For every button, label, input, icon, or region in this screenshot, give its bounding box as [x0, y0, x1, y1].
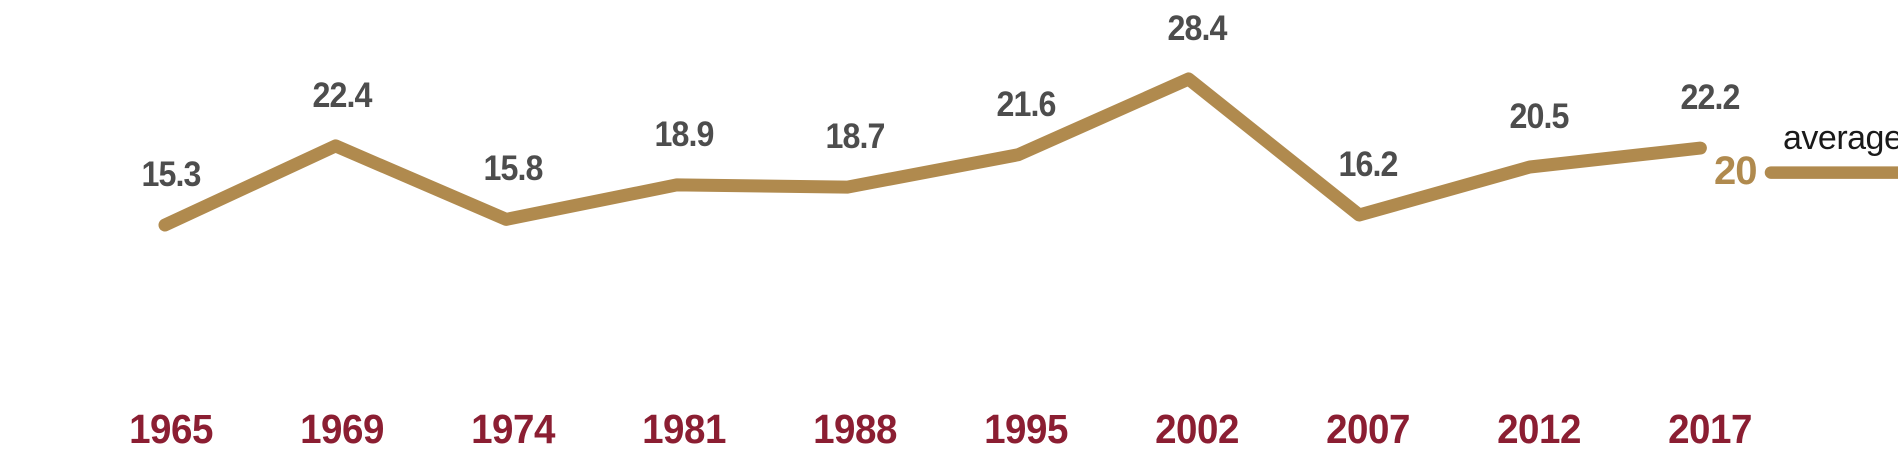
average-value-label: 20 — [1714, 149, 1757, 193]
year-label: 1988 — [813, 406, 897, 452]
average-legend-label: average — [1783, 119, 1898, 157]
year-label: 1974 — [471, 406, 555, 452]
year-label: 1965 — [129, 406, 213, 452]
year-label: 1995 — [984, 406, 1068, 452]
year-label: 2007 — [1326, 406, 1410, 452]
value-label: 18.7 — [825, 117, 886, 156]
series-line — [158, 72, 1707, 232]
value-label: 20.5 — [1509, 97, 1570, 136]
value-label: 22.4 — [312, 76, 373, 115]
value-label: 16.2 — [1338, 145, 1399, 184]
year-label: 2002 — [1155, 406, 1239, 452]
year-label: 2012 — [1497, 406, 1581, 452]
value-label: 15.8 — [483, 149, 544, 188]
value-label: 21.6 — [996, 85, 1057, 124]
value-label: 22.2 — [1680, 78, 1741, 117]
year-label: 2017 — [1668, 406, 1752, 452]
value-label: 15.3 — [141, 155, 202, 194]
year-label: 1981 — [642, 406, 726, 452]
value-label: 28.4 — [1167, 9, 1228, 48]
value-label: 18.9 — [654, 115, 715, 154]
year-label: 1969 — [300, 406, 384, 452]
